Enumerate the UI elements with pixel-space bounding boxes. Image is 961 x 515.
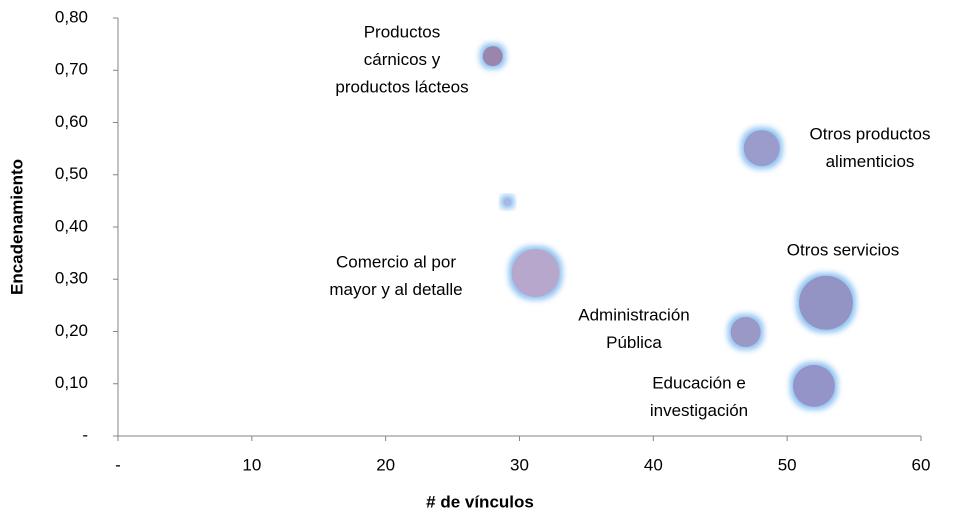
bubble-label: Comercio al por [336, 252, 456, 271]
bubble [730, 317, 761, 348]
y-tick-label: - [82, 425, 88, 444]
y-tick-label: 0,20 [55, 321, 88, 340]
bubble [792, 364, 835, 407]
y-axis-title: Encadenamiento [7, 159, 26, 295]
x-tick-label: 30 [510, 455, 529, 474]
bubble-label: Otros productos [810, 124, 931, 143]
bubble-label: investigación [650, 401, 748, 420]
y-tick-label: 0,50 [55, 164, 88, 183]
bubble-label: Administración [578, 305, 690, 324]
bubble [503, 197, 512, 206]
x-tick-label: 10 [242, 455, 261, 474]
y-tick-label: 0,10 [55, 373, 88, 392]
y-tick-label: 0,80 [55, 7, 88, 26]
bubble-label: mayor y al detalle [329, 280, 462, 299]
x-tick-label: 50 [778, 455, 797, 474]
y-tick-label: 0,70 [55, 60, 88, 79]
x-tick-label: 60 [912, 455, 931, 474]
bubble-label: Productos [364, 22, 441, 41]
x-axis-title: # de vínculos [426, 492, 534, 511]
x-tick-label: 40 [644, 455, 663, 474]
bubble-label: cárnicos y [364, 50, 441, 69]
y-tick-label: 0,40 [55, 216, 88, 235]
bubble-label: Pública [606, 333, 662, 352]
bubble-label: productos lácteos [335, 77, 468, 96]
y-tick-label: 0,60 [55, 112, 88, 131]
bubble-label: Educación e [652, 373, 746, 392]
bubble [511, 248, 560, 297]
x-tick-label: 20 [376, 455, 395, 474]
bubble-label: Otros servicios [787, 240, 899, 259]
y-tick-label: 0,30 [55, 269, 88, 288]
bubble-label: alimenticios [826, 152, 915, 171]
bubble [482, 46, 503, 67]
bubble [743, 130, 780, 167]
bubble [798, 275, 853, 330]
x-tick-label: - [115, 455, 121, 474]
